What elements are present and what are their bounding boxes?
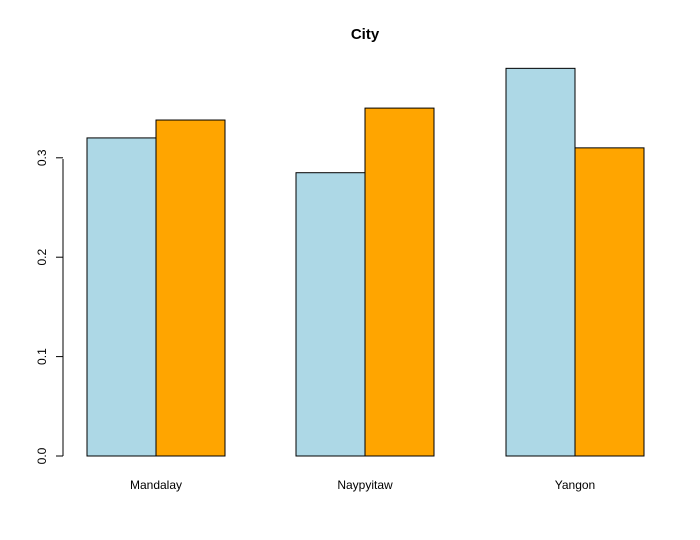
y-tick-label: 0.2: [35, 249, 49, 266]
x-axis-labels: Mandalay Naypyitaw Yangon: [130, 478, 595, 492]
bar-yangon-series-1: [505, 67, 576, 457]
x-category-label: Yangon: [555, 478, 595, 492]
bar-group: [86, 67, 645, 457]
bar-mandalay-series-2: [155, 119, 226, 457]
y-axis-ticks: 0.0 0.1 0.2 0.3: [35, 149, 63, 464]
bar-yangon-series-2: [574, 147, 645, 457]
bar-naypyitaw-series-2: [364, 107, 435, 457]
y-tick-label: 0.0: [35, 447, 49, 464]
bar-naypyitaw-series-1: [295, 172, 366, 457]
bar-mandalay-series-1: [86, 137, 157, 457]
y-tick-label: 0.1: [35, 348, 49, 365]
chart-title: City: [351, 26, 380, 43]
x-category-label: Mandalay: [130, 478, 182, 492]
x-category-label: Naypyitaw: [337, 478, 393, 492]
y-tick-label: 0.3: [35, 149, 49, 166]
